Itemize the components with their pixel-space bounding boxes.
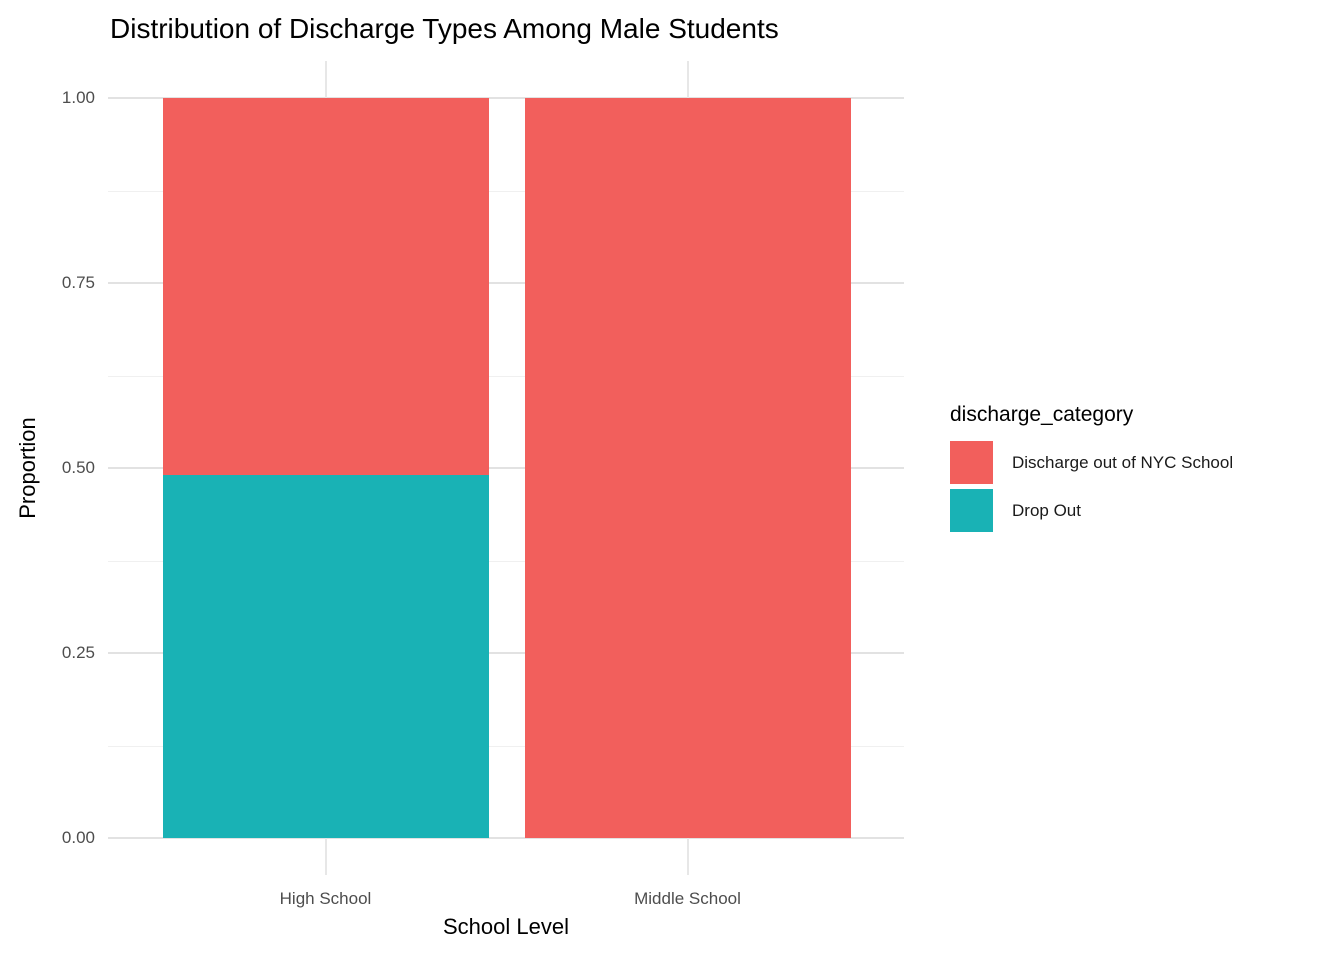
legend-item: Drop Out: [950, 489, 1233, 532]
minor-gridline: [108, 745, 904, 747]
minor-gridline: [108, 560, 904, 562]
minor-gridline: [108, 190, 904, 192]
major-gridline: [108, 837, 904, 839]
y-tick-label: 0.00: [61, 828, 95, 847]
major-gridline: [108, 467, 904, 469]
bar-segment-high-school-discharge-out-of-nyc-school: [162, 98, 489, 476]
legend-swatch-drop-out: [950, 489, 993, 532]
legend-item: Discharge out of NYC School: [950, 441, 1233, 484]
x-tick-label-high-school: High School: [279, 889, 372, 908]
bar-segment-middle-school-discharge-out-of-nyc-school: [524, 98, 851, 838]
legend: discharge_category Discharge out of NYC …: [950, 403, 1233, 537]
y-tick-label: 1.00: [61, 88, 95, 107]
major-gridline: [108, 282, 904, 284]
y-axis-title: Proportion: [15, 417, 40, 519]
x-axis-title: School Level: [443, 914, 569, 939]
legend-label: Discharge out of NYC School: [1012, 452, 1234, 472]
legend-label: Drop Out: [1012, 500, 1081, 520]
y-tick-label: 0.75: [61, 273, 95, 292]
bar-segment-high-school-drop-out: [162, 475, 489, 838]
legend-swatch-discharge: [950, 441, 993, 484]
x-tick-label-middle-school: Middle School: [634, 889, 741, 908]
y-tick-label: 0.50: [61, 458, 95, 477]
legend-title: discharge_category: [950, 403, 1134, 426]
chart-title: Distribution of Discharge Types Among Ma…: [110, 13, 779, 44]
major-gridline: [108, 97, 904, 99]
y-tick-label: 0.25: [61, 643, 95, 662]
minor-gridline: [108, 375, 904, 377]
major-gridline: [108, 652, 904, 654]
plot-panel: [108, 61, 904, 875]
